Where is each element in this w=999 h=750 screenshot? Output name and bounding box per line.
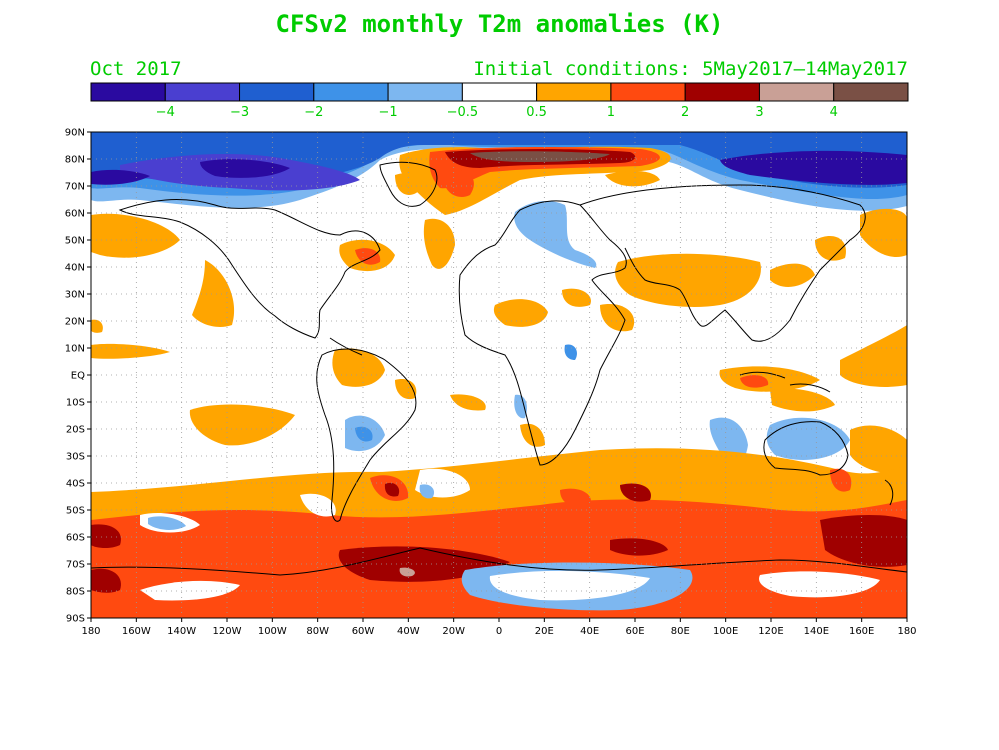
- lon-tick-label: 100E: [713, 626, 738, 637]
- lon-tick-label: 0: [496, 626, 502, 637]
- colorbar-label: 2: [681, 105, 689, 120]
- map-title: CFSv2 monthly T2m anomalies (K): [275, 10, 724, 38]
- lon-tick-label: 80W: [306, 626, 329, 637]
- colorbar-swatch: [833, 82, 909, 102]
- lon-tick-label: 140W: [167, 626, 196, 637]
- lat-tick-label: 20S: [66, 425, 85, 436]
- colorbar-swatch: [610, 82, 686, 102]
- lon-tick-label: 40E: [580, 626, 599, 637]
- lon-tick-label: 120E: [758, 626, 783, 637]
- lat-tick-label: 80S: [66, 587, 85, 598]
- colorbar-label: 0.5: [526, 105, 547, 120]
- lon-tick-label: 20E: [535, 626, 554, 637]
- lat-tick-label: 10N: [65, 344, 85, 355]
- colorbar-label: −0.5: [447, 105, 479, 120]
- lon-tick-label: 60E: [625, 626, 644, 637]
- lat-tick-label: 70N: [65, 182, 85, 193]
- lat-tick-label: 80N: [65, 155, 85, 166]
- lon-tick-label: 60W: [352, 626, 375, 637]
- latitude-axis: 90N 80N 70N 60N 50N 40N 30N 20N 10N EQ 10S 20S 30S 40…: [65, 128, 91, 625]
- colorbar-label: 1: [607, 105, 615, 120]
- map-gridlines: [91, 132, 907, 618]
- colorbar-labels: −4 −3 −2 −1 −0.5 0.5 1 2 3 4: [156, 105, 838, 120]
- lat-tick-label: 60N: [65, 209, 85, 220]
- lat-tick-label: 50S: [66, 506, 85, 517]
- colorbar-label: −3: [230, 105, 249, 120]
- lat-tick-label: 40S: [66, 479, 85, 490]
- coastlines: [91, 161, 907, 576]
- colorbar-swatch: [313, 82, 389, 102]
- anomaly-field: [91, 132, 907, 618]
- colorbar-label: 4: [830, 105, 838, 120]
- colorbar-swatch: [164, 82, 241, 102]
- lon-tick-label: 120W: [213, 626, 242, 637]
- longitude-axis: 180 160W 140W 120W 100W 80W 60W 40W 20W 0 20E 40E 60…: [81, 618, 917, 637]
- lon-tick-label: 160W: [122, 626, 151, 637]
- lat-tick-label: 50N: [65, 236, 85, 247]
- colorbar: [90, 82, 909, 102]
- initial-conditions: Initial conditions: 5May2017–14May2017: [473, 58, 908, 80]
- lon-tick-label: 40W: [397, 626, 420, 637]
- lat-tick-label: 70S: [66, 560, 85, 571]
- lon-tick-label: 180: [81, 626, 100, 637]
- lat-tick-label: 60S: [66, 533, 85, 544]
- forecast-month: Oct 2017: [90, 58, 182, 80]
- lat-tick-label: EQ: [71, 371, 85, 382]
- lon-tick-label: 160E: [849, 626, 874, 637]
- lat-tick-label: 40N: [65, 263, 85, 274]
- colorbar-swatch: [536, 82, 612, 102]
- colorbar-label: −1: [379, 105, 398, 120]
- colorbar-label: 3: [755, 105, 763, 120]
- colorbar-swatch: [90, 82, 166, 102]
- colorbar-swatch: [684, 82, 760, 102]
- colorbar-label: −4: [156, 105, 175, 120]
- lat-tick-label: 30N: [65, 290, 85, 301]
- lon-tick-label: 80E: [671, 626, 690, 637]
- colorbar-swatch: [758, 82, 835, 102]
- colorbar-swatch: [387, 82, 463, 102]
- lat-tick-label: 90N: [65, 128, 85, 139]
- lat-tick-label: 10S: [66, 398, 85, 409]
- colorbar-label: −2: [304, 105, 323, 120]
- lat-tick-label: 20N: [65, 317, 85, 328]
- lon-tick-label: 100W: [258, 626, 287, 637]
- lon-tick-label: 140E: [804, 626, 829, 637]
- lat-tick-label: 90S: [66, 614, 85, 625]
- lon-tick-label: 180: [897, 626, 916, 637]
- colorbar-swatch: [239, 82, 315, 102]
- lon-tick-label: 20W: [442, 626, 465, 637]
- colorbar-swatch: [461, 82, 538, 102]
- lat-tick-label: 30S: [66, 452, 85, 463]
